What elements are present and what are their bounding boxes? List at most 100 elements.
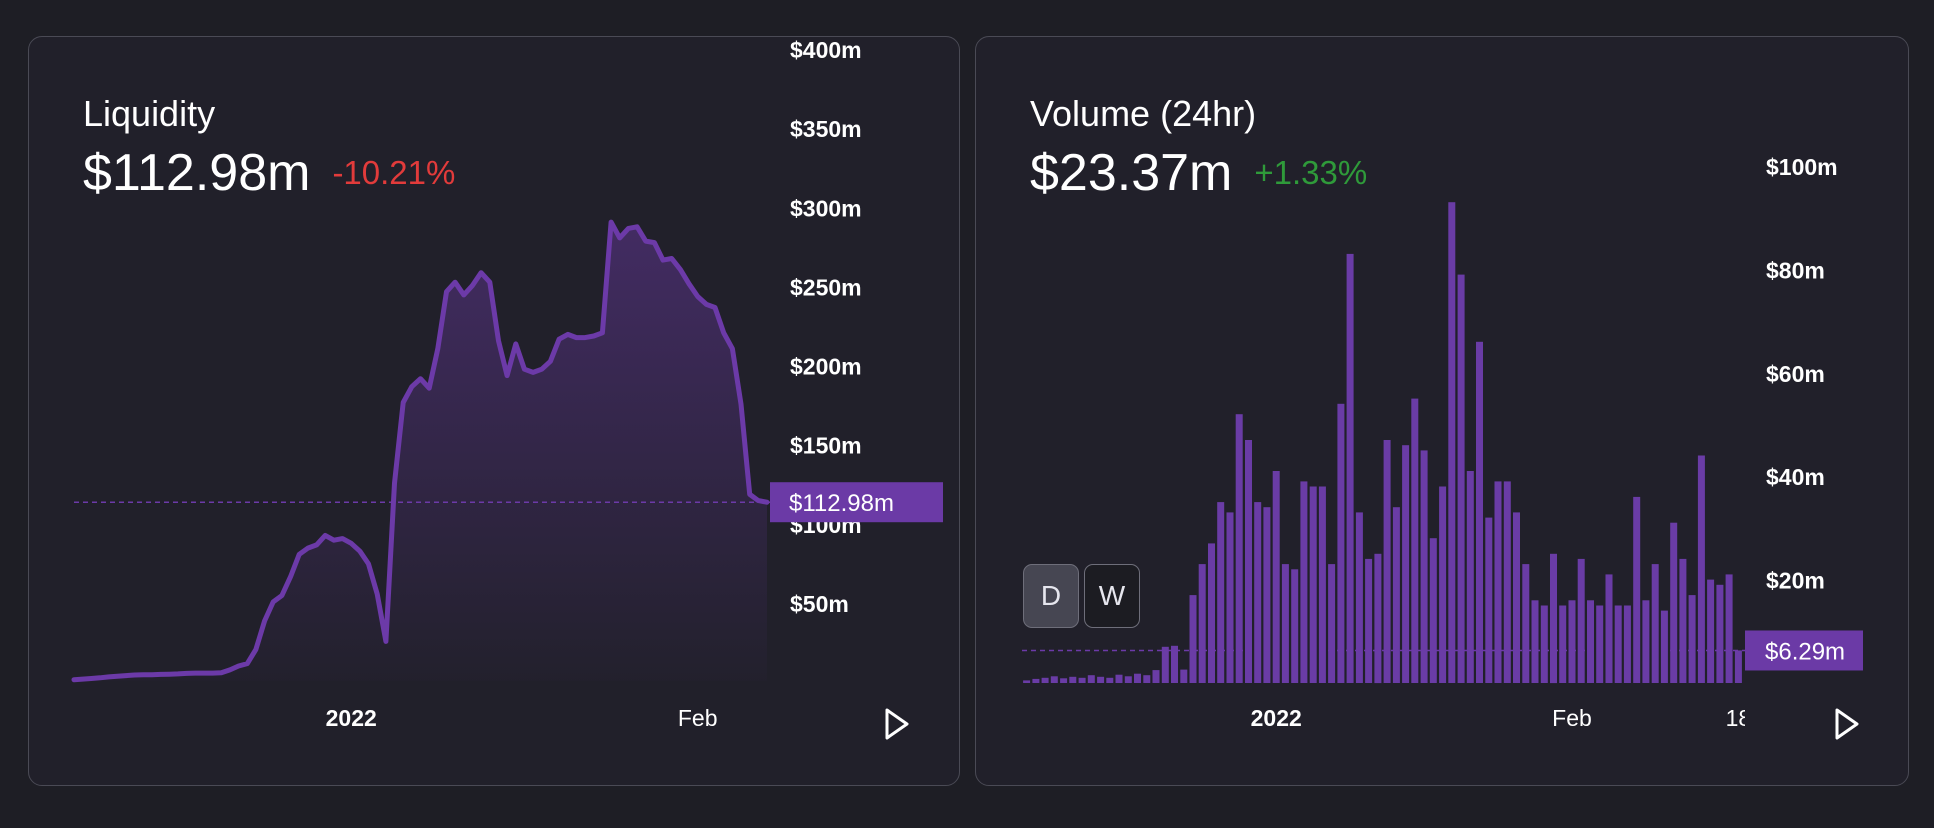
volume-bar[interactable] [1651, 564, 1659, 683]
volume-bar[interactable] [1577, 558, 1585, 683]
liquidity-area-fill [74, 222, 767, 681]
volume-bar[interactable] [1060, 678, 1068, 683]
volume-bar[interactable] [1041, 677, 1049, 683]
volume-bar[interactable] [1485, 517, 1493, 683]
volume-bar[interactable] [1309, 486, 1317, 684]
volume-bar[interactable] [1448, 202, 1456, 683]
volume-bar[interactable] [1568, 600, 1576, 683]
volume-bar[interactable] [1143, 675, 1151, 683]
volume-bar[interactable] [1494, 481, 1502, 683]
volume-bar[interactable] [1124, 676, 1132, 683]
volume-bar[interactable] [1263, 507, 1271, 683]
volume-bar[interactable] [1420, 450, 1428, 683]
play-triangle [1835, 708, 1859, 740]
volume-bar[interactable] [1281, 564, 1289, 683]
volume-bar[interactable] [1392, 507, 1400, 683]
volume-bar[interactable] [1679, 558, 1687, 683]
play-icon[interactable] [1835, 708, 1859, 740]
volume-bars [1023, 202, 1742, 684]
volume-bar[interactable] [1337, 403, 1345, 683]
volume-bar[interactable] [1198, 564, 1206, 683]
volume-bar[interactable] [1208, 543, 1215, 683]
volume-bar[interactable] [1152, 670, 1160, 683]
volume-bar[interactable] [1300, 481, 1308, 683]
volume-bar[interactable] [1513, 512, 1520, 683]
play-triangle [885, 708, 909, 740]
volume-bar[interactable] [1318, 486, 1326, 684]
y-tick-label: $100m [1766, 154, 1838, 180]
y-tick-label: $60m [1766, 361, 1825, 387]
volume-bar[interactable] [1383, 440, 1391, 683]
volume-bar[interactable] [1069, 676, 1077, 683]
liquidity-card: Liquidity $112.98m -10.21% $50m $100m $150m… [28, 36, 960, 786]
volume-bar[interactable] [1614, 605, 1622, 684]
volume-bar[interactable] [1660, 610, 1668, 683]
volume-bar[interactable] [1439, 486, 1447, 684]
weekly-toggle-button[interactable]: W [1084, 564, 1140, 628]
volume-bar[interactable] [1346, 253, 1354, 683]
volume-bar[interactable] [1291, 569, 1299, 683]
volume-bar[interactable] [1457, 274, 1465, 683]
volume-bar[interactable] [1161, 646, 1169, 683]
volume-bar[interactable] [1734, 650, 1742, 683]
volume-bar[interactable] [1226, 512, 1234, 683]
volume-bar[interactable] [1180, 669, 1188, 683]
volume-bar[interactable] [1050, 676, 1058, 683]
daily-toggle-button[interactable]: D [1023, 564, 1079, 628]
volume-bar[interactable] [1272, 471, 1280, 683]
volume-bar[interactable] [1596, 605, 1604, 684]
y-tick-label: $200m [790, 354, 862, 380]
volume-bar[interactable] [1522, 564, 1530, 683]
volume-bar[interactable] [1707, 579, 1715, 683]
volume-bar[interactable] [1725, 574, 1733, 683]
volume-bar[interactable] [1466, 471, 1474, 683]
x-axis: 2022 Feb 18 [1251, 705, 1745, 731]
y-tick-label: $250m [790, 274, 862, 300]
volume-bar[interactable] [1328, 564, 1336, 683]
volume-bar[interactable] [1633, 496, 1641, 683]
volume-bar[interactable] [1531, 600, 1539, 683]
volume-bar[interactable] [1171, 645, 1178, 683]
liquidity-chart[interactable]: $50m$100m$150m$200m$250m$300m$350m$400m$… [29, 37, 960, 786]
volume-bar[interactable] [1217, 502, 1225, 683]
volume-bar[interactable] [1097, 676, 1105, 683]
volume-bar[interactable] [1540, 605, 1548, 684]
y-tick-label: $50m [790, 591, 849, 617]
volume-bar[interactable] [1023, 680, 1031, 683]
volume-bar[interactable] [1106, 677, 1114, 683]
volume-bar[interactable] [1642, 600, 1650, 683]
volume-bar[interactable] [1605, 574, 1613, 683]
volume-bar[interactable] [1355, 512, 1363, 683]
current-value-label: $112.98m [789, 490, 894, 517]
volume-bar[interactable] [1365, 558, 1373, 683]
volume-bar[interactable] [1115, 674, 1123, 683]
y-tick-label: $80m [1766, 257, 1825, 283]
volume-bar[interactable] [1623, 605, 1631, 684]
volume-bar[interactable] [1402, 445, 1410, 683]
volume-chart[interactable]: $20m $40m $60m $80m $100m $6.29m 2022 Feb 18 [976, 37, 1909, 786]
volume-bar[interactable] [1078, 677, 1086, 683]
volume-bar[interactable] [1087, 675, 1095, 683]
volume-card: Volume (24hr) $23.37m +1.33% $20m $40m $60m… [975, 36, 1909, 786]
volume-bar[interactable] [1550, 553, 1557, 684]
volume-bar[interactable] [1587, 600, 1594, 683]
x-tick-label: Feb [1552, 705, 1592, 731]
x-axis: 2022 Feb 18 [326, 705, 718, 731]
volume-bar[interactable] [1134, 673, 1141, 683]
play-icon[interactable] [885, 708, 909, 740]
volume-bar[interactable] [1189, 595, 1197, 683]
volume-bar[interactable] [1429, 538, 1437, 683]
volume-bar[interactable] [1374, 553, 1382, 684]
volume-bar[interactable] [1559, 605, 1567, 684]
volume-bar[interactable] [1670, 522, 1678, 683]
volume-bar[interactable] [1245, 440, 1252, 683]
volume-bar[interactable] [1235, 414, 1243, 683]
volume-bar[interactable] [1503, 481, 1511, 683]
volume-bar[interactable] [1697, 455, 1705, 684]
volume-bar[interactable] [1411, 398, 1419, 683]
volume-bar[interactable] [1716, 584, 1724, 683]
volume-bar[interactable] [1476, 341, 1483, 683]
volume-bar[interactable] [1254, 502, 1262, 683]
volume-bar[interactable] [1032, 678, 1040, 683]
volume-bar[interactable] [1688, 595, 1696, 683]
